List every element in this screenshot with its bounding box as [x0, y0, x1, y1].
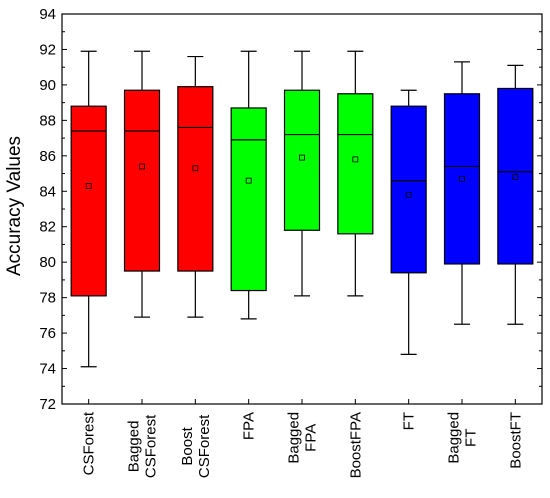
box-group — [443, 61, 481, 325]
mean-marker — [192, 165, 199, 172]
category-label-line: CSForest — [196, 414, 213, 478]
mean-marker — [299, 154, 305, 161]
category-label-line: FPA — [303, 424, 320, 452]
mean-marker — [405, 191, 412, 198]
y-tick-label: 88 — [39, 112, 56, 129]
box — [177, 86, 214, 272]
box — [497, 87, 534, 265]
y-tick-label: 80 — [39, 254, 56, 271]
boxes — [70, 50, 534, 368]
category-label-line: FPA — [241, 412, 258, 440]
category-label: FPA — [241, 412, 258, 440]
category-label: BaggedCSForest — [126, 414, 160, 478]
y-tick-label: 76 — [39, 325, 56, 342]
y-tick-label: 78 — [39, 290, 56, 307]
y-tick-label: 90 — [39, 77, 56, 94]
y-tick-label: 86 — [39, 148, 56, 165]
box-group — [123, 50, 161, 318]
category-label: BoostCSForest — [179, 414, 213, 478]
box — [443, 93, 481, 265]
x-axis: CSForest BaggedCSForest BoostCSForest FPA Ba… — [81, 399, 524, 478]
y-tick-label: 82 — [39, 219, 56, 236]
box — [70, 105, 107, 297]
category-label-line: CSForest — [81, 411, 98, 475]
category-label: BoostFT — [507, 412, 524, 469]
category-label-line: FT — [401, 412, 418, 430]
y-tick-label: 72 — [39, 396, 56, 413]
box-group — [177, 55, 214, 318]
mean-marker — [245, 177, 252, 184]
category-label-line: BoostFPA — [347, 412, 364, 478]
mean-marker — [85, 183, 92, 189]
category-label-line: BoostFT — [507, 412, 524, 469]
box — [337, 93, 374, 235]
mean-marker — [512, 174, 519, 180]
y-tick-label: 74 — [39, 361, 56, 378]
mean-marker — [139, 163, 145, 170]
box-group — [497, 64, 534, 325]
mean-marker — [459, 175, 465, 182]
box — [123, 89, 161, 272]
box-group — [230, 50, 267, 320]
y-tick-label: 94 — [39, 6, 56, 23]
y-tick-label: 84 — [39, 183, 56, 200]
box-group — [390, 89, 427, 355]
category-label: FT — [401, 412, 418, 430]
category-label-line: FT — [463, 429, 480, 447]
category-label-line: Bagged — [126, 421, 143, 473]
y-tick-label: 92 — [39, 41, 56, 58]
box — [390, 105, 427, 274]
box-group — [337, 50, 374, 297]
category-label: BaggedFT — [446, 412, 480, 464]
mean-marker — [352, 156, 359, 163]
category-label: BoostFPA — [347, 412, 364, 478]
box-group — [283, 50, 321, 297]
category-label-line: CSForest — [143, 414, 160, 478]
box-group — [70, 50, 107, 368]
category-label-line: Bagged — [446, 412, 463, 464]
category-label-line: Boost — [179, 426, 196, 465]
box — [230, 107, 267, 292]
category-label: CSForest — [81, 411, 98, 475]
category-label: BaggedFPA — [286, 412, 320, 464]
y-axis: 72 74 76 78 80 82 84 86 88 90 92 94 — [39, 6, 542, 413]
y-axis-title: Accuracy Values — [4, 136, 25, 276]
category-label-line: Bagged — [286, 412, 303, 464]
